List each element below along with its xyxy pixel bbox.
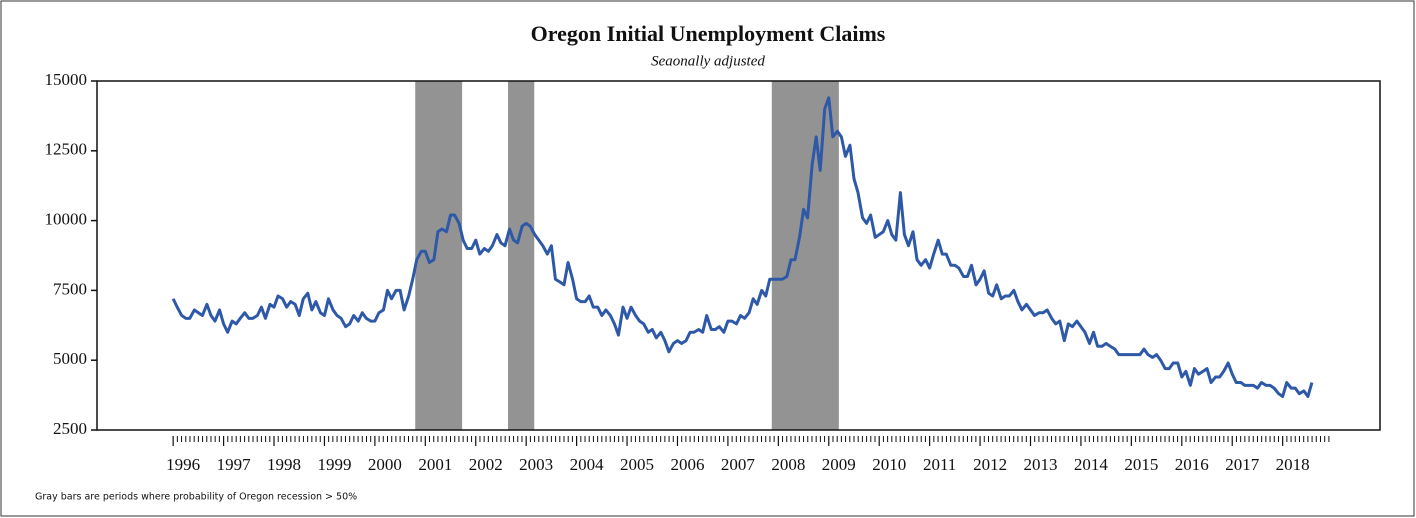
x-tick-label: 2015 [1124, 455, 1158, 474]
x-tick-label: 2004 [570, 455, 605, 474]
x-tick-label: 2017 [1225, 455, 1260, 474]
recession-band [415, 81, 463, 430]
x-tick-label: 1997 [217, 455, 252, 474]
x-tick-label: 2014 [1074, 455, 1109, 474]
y-tick-label: 7500 [53, 279, 87, 298]
x-tick-label: 2008 [771, 455, 805, 474]
x-tick-label: 2011 [923, 455, 956, 474]
x-tick-label: 2005 [620, 455, 654, 474]
plot-area [96, 80, 1381, 431]
x-tick-label: 1996 [166, 455, 200, 474]
y-tick-label: 12500 [45, 140, 88, 159]
recession-band [771, 81, 839, 430]
x-tick-label: 2018 [1276, 455, 1310, 474]
note: Gray bars are periods where probability … [35, 492, 357, 503]
x-tick-label: 2009 [822, 455, 856, 474]
data-line [171, 96, 1314, 398]
y-tick-label: 2500 [53, 419, 87, 438]
x-tick-label: 2007 [721, 455, 756, 474]
x-tick-label: 2013 [1024, 455, 1058, 474]
x-tick-label: 2002 [469, 455, 503, 474]
y-tick-label: 15000 [45, 70, 88, 89]
x-tick-label: 1998 [267, 455, 301, 474]
x-tick-label: 2000 [368, 455, 402, 474]
chart-subtitle: Seaonally adjusted [651, 53, 765, 69]
x-tick-label: 2001 [418, 455, 452, 474]
recession-band [508, 81, 535, 430]
x-tick-label: 2012 [973, 455, 1007, 474]
chart-title: Oregon Initial Unemployment Claims [531, 21, 886, 46]
x-tick-label: 2016 [1175, 455, 1209, 474]
y-tick-label: 10000 [45, 210, 88, 229]
x-tick-label: 2006 [670, 455, 704, 474]
x-tick-label: 2010 [872, 455, 906, 474]
x-tick-label: 2003 [519, 455, 553, 474]
x-tick-label: 1999 [317, 455, 351, 474]
y-tick-label: 5000 [53, 349, 87, 368]
